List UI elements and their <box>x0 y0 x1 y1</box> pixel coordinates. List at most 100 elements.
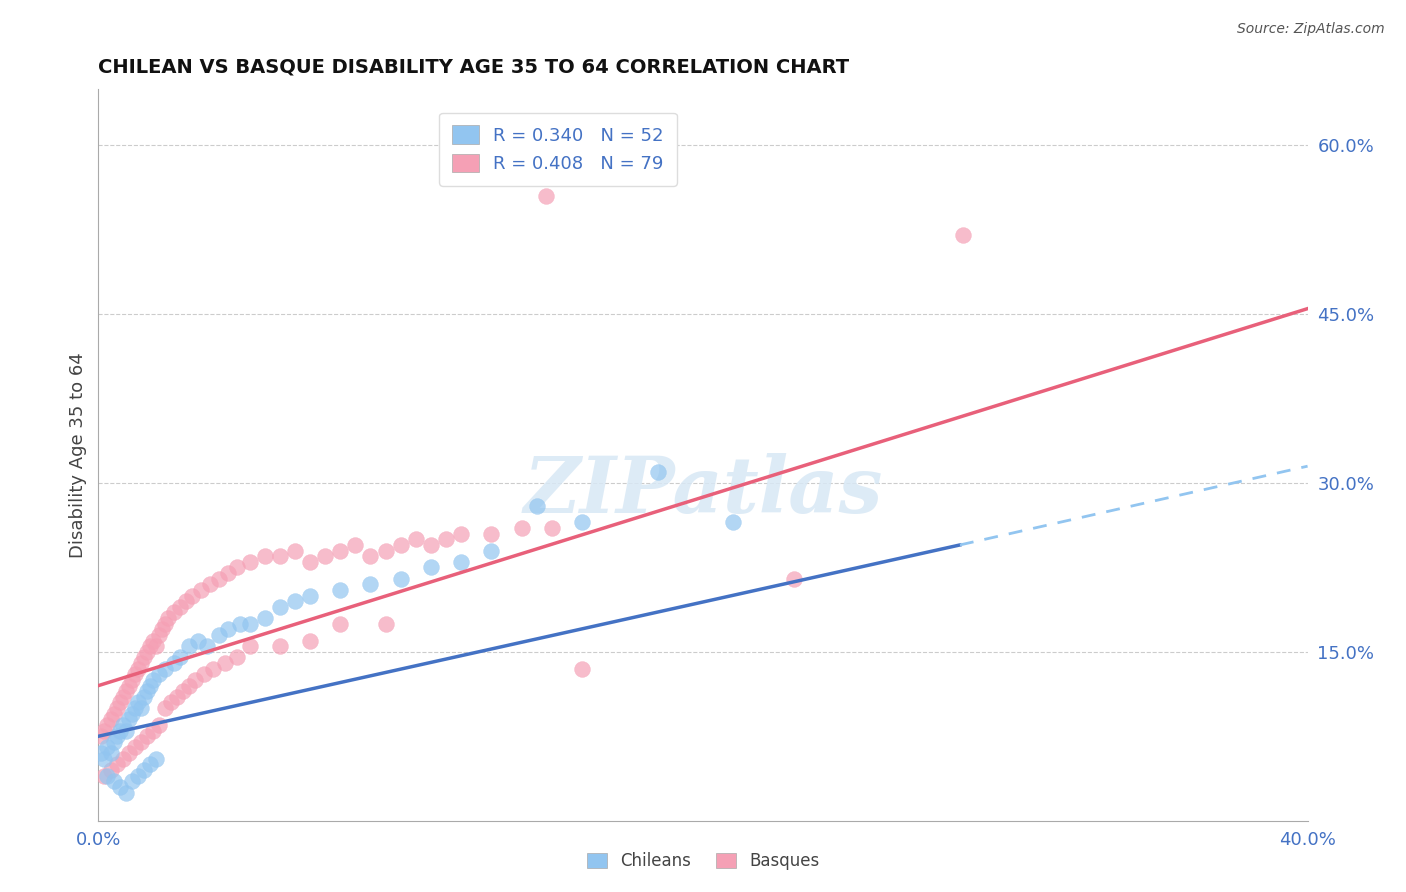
Point <box>723 516 745 530</box>
Point <box>142 633 165 648</box>
Point <box>299 633 322 648</box>
Point <box>118 712 141 726</box>
Point <box>208 572 231 586</box>
Point <box>111 690 134 704</box>
Point <box>217 566 239 580</box>
Point <box>100 746 122 760</box>
Point <box>239 616 262 631</box>
Point <box>571 662 593 676</box>
Point <box>153 616 176 631</box>
Point <box>96 740 118 755</box>
Point <box>108 780 131 794</box>
Point <box>114 723 136 738</box>
Point <box>226 650 249 665</box>
Point <box>129 701 152 715</box>
Point <box>179 679 201 693</box>
Point <box>184 673 207 687</box>
Point <box>193 667 215 681</box>
Point <box>166 690 188 704</box>
Point <box>229 616 252 631</box>
Point <box>217 623 239 637</box>
Point <box>510 521 533 535</box>
Point <box>481 526 503 541</box>
Point <box>108 723 131 738</box>
Point <box>96 769 118 783</box>
Point <box>105 701 128 715</box>
Point <box>434 533 457 547</box>
Point <box>200 577 222 591</box>
Point <box>111 718 134 732</box>
Text: ZIPatlas: ZIPatlas <box>523 453 883 530</box>
Point <box>124 667 146 681</box>
Point <box>179 639 201 653</box>
Point <box>214 656 236 670</box>
Point <box>93 752 115 766</box>
Point <box>139 679 162 693</box>
Point <box>389 538 412 552</box>
Point <box>100 763 122 777</box>
Point <box>160 696 183 710</box>
Point <box>344 538 367 552</box>
Point <box>118 679 141 693</box>
Point <box>783 572 806 586</box>
Point <box>540 521 562 535</box>
Point <box>129 735 152 749</box>
Point <box>239 555 262 569</box>
Point <box>135 684 157 698</box>
Point <box>150 623 173 637</box>
Point <box>374 543 396 558</box>
Point <box>135 729 157 743</box>
Point <box>450 526 472 541</box>
Point <box>329 582 352 597</box>
Point <box>132 690 155 704</box>
Point <box>284 594 307 608</box>
Point <box>269 599 291 614</box>
Point <box>420 538 443 552</box>
Point <box>420 560 443 574</box>
Point <box>121 673 143 687</box>
Text: Source: ZipAtlas.com: Source: ZipAtlas.com <box>1237 22 1385 37</box>
Point <box>163 606 186 620</box>
Point <box>135 645 157 659</box>
Point <box>96 718 118 732</box>
Point <box>129 656 152 670</box>
Point <box>103 774 125 789</box>
Point <box>93 769 115 783</box>
Point <box>153 701 176 715</box>
Point <box>571 516 593 530</box>
Point <box>269 549 291 564</box>
Point <box>329 543 352 558</box>
Point <box>169 650 191 665</box>
Point <box>163 656 186 670</box>
Point <box>93 723 115 738</box>
Point <box>105 757 128 772</box>
Point <box>299 555 322 569</box>
Point <box>534 189 557 203</box>
Point <box>208 628 231 642</box>
Point <box>190 582 212 597</box>
Point <box>103 735 125 749</box>
Point <box>100 712 122 726</box>
Point <box>139 757 162 772</box>
Point <box>90 746 112 760</box>
Point <box>284 543 307 558</box>
Point <box>647 465 669 479</box>
Point <box>90 729 112 743</box>
Point <box>405 533 427 547</box>
Point <box>299 589 322 603</box>
Y-axis label: Disability Age 35 to 64: Disability Age 35 to 64 <box>69 352 87 558</box>
Text: CHILEAN VS BASQUE DISABILITY AGE 35 TO 64 CORRELATION CHART: CHILEAN VS BASQUE DISABILITY AGE 35 TO 6… <box>98 57 849 77</box>
Point <box>329 616 352 631</box>
Point <box>118 746 141 760</box>
Point <box>111 752 134 766</box>
Point <box>132 650 155 665</box>
Point <box>148 628 170 642</box>
Point <box>103 706 125 721</box>
Legend: Chileans, Basques: Chileans, Basques <box>578 844 828 878</box>
Point <box>132 763 155 777</box>
Point <box>481 543 503 558</box>
Point <box>145 752 167 766</box>
Point <box>174 594 197 608</box>
Point <box>269 639 291 653</box>
Point <box>526 499 548 513</box>
